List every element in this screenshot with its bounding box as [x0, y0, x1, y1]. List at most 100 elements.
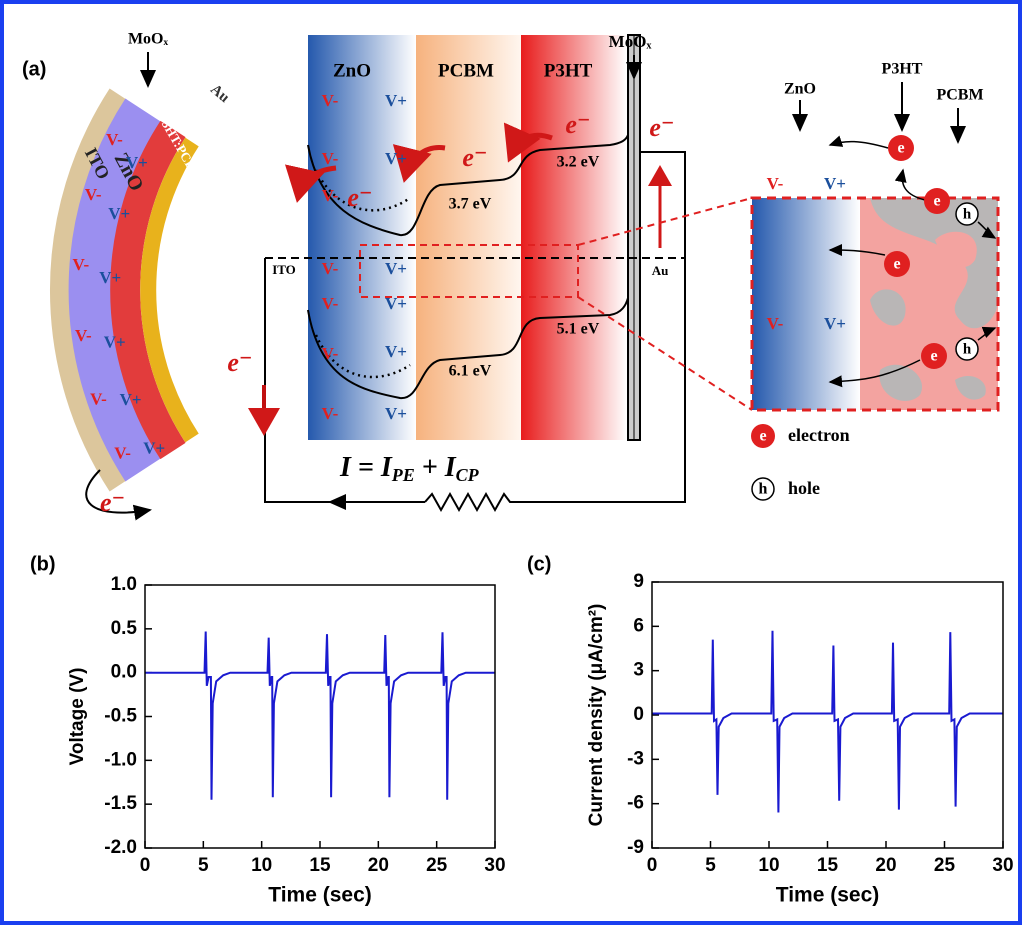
- x-tick-label: 30: [992, 855, 1013, 876]
- electron-symbol: e: [930, 348, 937, 365]
- energy-level: 3.2 eV: [557, 154, 600, 171]
- charge-negative: V-: [322, 259, 339, 278]
- electron-label: e⁻: [347, 183, 372, 212]
- zoom-pcbm: PCBM: [936, 87, 983, 104]
- charge-positive: V+: [385, 91, 407, 110]
- equation-part: I = I: [339, 452, 393, 483]
- charge-negative: V-: [322, 149, 339, 168]
- charge-negative: V-: [85, 185, 102, 204]
- bent-device: [50, 52, 199, 521]
- x-axis-label: Time (sec): [776, 884, 880, 907]
- charge-negative: V-: [322, 186, 339, 205]
- y-tick-label: -1.5: [104, 793, 137, 814]
- legend-electron: electron: [788, 425, 850, 445]
- charge-positive: V+: [385, 149, 407, 168]
- x-tick-label: 0: [140, 855, 151, 876]
- charge-negative: V-: [72, 255, 89, 274]
- band-ito: ITO: [272, 262, 296, 277]
- y-tick-label: 0.5: [111, 618, 138, 639]
- energy-level: 6.1 eV: [449, 363, 492, 380]
- charge-positive: V+: [126, 153, 148, 172]
- hole: [955, 337, 979, 361]
- x-tick-label: 30: [484, 855, 505, 876]
- electron-label: e⁻: [100, 488, 125, 517]
- y-tick-label: -3: [627, 748, 644, 769]
- hole-symbol: h: [963, 206, 972, 222]
- legend-electron-marker: [751, 424, 775, 448]
- electron-label: e⁻: [227, 348, 252, 377]
- x-tick-label: 5: [705, 855, 716, 876]
- plot-frame: [144, 584, 496, 849]
- x-axis-label: Time (sec): [268, 884, 372, 907]
- data-line: [145, 631, 495, 800]
- charge-negative: V-: [322, 404, 339, 423]
- x-tick-label: 5: [198, 855, 209, 876]
- energy-level: 3.7 eV: [449, 196, 492, 213]
- x-tick-label: 10: [758, 855, 779, 876]
- zoom-p3ht: P3HT: [882, 61, 923, 78]
- electron-symbol: e: [897, 140, 904, 157]
- y-axis-label: Voltage (V): [67, 668, 88, 766]
- charge-negative: V-: [322, 91, 339, 110]
- y-tick-label: 6: [633, 615, 644, 636]
- equation: I = IPE + ICP: [339, 452, 480, 485]
- electron: [884, 251, 910, 277]
- charge-positive: V+: [143, 439, 165, 458]
- charge-negative: V-: [75, 326, 92, 345]
- charge-negative: V-: [114, 444, 131, 463]
- electron-label: e⁻: [565, 110, 590, 139]
- y-tick-label: 0: [633, 704, 644, 725]
- electron: [924, 188, 950, 214]
- x-tick-label: 15: [817, 855, 839, 876]
- x-tick-label: 25: [426, 855, 448, 876]
- band-diagram: [248, 34, 753, 513]
- charge-negative: V-: [767, 174, 784, 193]
- y-tick-label: -1.0: [104, 749, 137, 770]
- charge-positive: V+: [385, 294, 407, 313]
- device-moox: MoOₓ: [128, 31, 169, 48]
- y-tick-label: -9: [627, 837, 644, 858]
- charge-positive: V+: [385, 404, 407, 423]
- electron-label: e⁻: [649, 113, 674, 142]
- band-au: Au: [652, 263, 669, 278]
- charge-negative: V-: [90, 390, 107, 409]
- x-tick-label: 10: [251, 855, 272, 876]
- zoom-zno: ZnO: [784, 81, 816, 98]
- electron: [888, 135, 914, 161]
- charge-negative: V-: [106, 130, 123, 149]
- y-axis-label: Current density (μA/cm²): [586, 604, 607, 827]
- band-moox: MoOₓ: [609, 32, 652, 51]
- energy-level: 5.1 eV: [557, 321, 600, 338]
- y-tick-label: -6: [627, 793, 644, 814]
- electron-label: e⁻: [462, 143, 487, 172]
- y-tick-label: 3: [633, 660, 644, 681]
- legend-electron-symbol: e: [759, 428, 766, 445]
- data-line: [652, 630, 1003, 813]
- electron-symbol: e: [893, 256, 900, 273]
- charge-negative: V-: [322, 294, 339, 313]
- y-tick-label: 1.0: [111, 574, 137, 595]
- y-tick-label: -0.5: [104, 706, 137, 727]
- electron-symbol: e: [933, 193, 940, 210]
- zoom-view: [750, 82, 1000, 412]
- charge-positive: V+: [120, 390, 142, 409]
- charge-positive: V+: [99, 268, 121, 287]
- charge-positive: V+: [824, 314, 846, 333]
- charge-negative: V-: [322, 344, 339, 363]
- charge-positive: V+: [385, 259, 407, 278]
- hole-symbol: h: [963, 341, 972, 357]
- legend-hole-marker: [751, 477, 775, 501]
- device-au: Au: [207, 81, 232, 106]
- panel-label: (c): [527, 553, 551, 575]
- legend-hole-symbol: h: [759, 481, 768, 498]
- equation-subscript: PE: [391, 465, 415, 485]
- equation-part: + I: [415, 452, 457, 483]
- panel-label: (b): [30, 553, 56, 575]
- x-tick-label: 20: [875, 855, 896, 876]
- y-tick-label: -2.0: [104, 837, 137, 858]
- x-tick-label: 20: [368, 855, 389, 876]
- band-pcbm: PCBM: [438, 60, 494, 81]
- hole: [955, 202, 979, 226]
- charge-positive: V+: [824, 174, 846, 193]
